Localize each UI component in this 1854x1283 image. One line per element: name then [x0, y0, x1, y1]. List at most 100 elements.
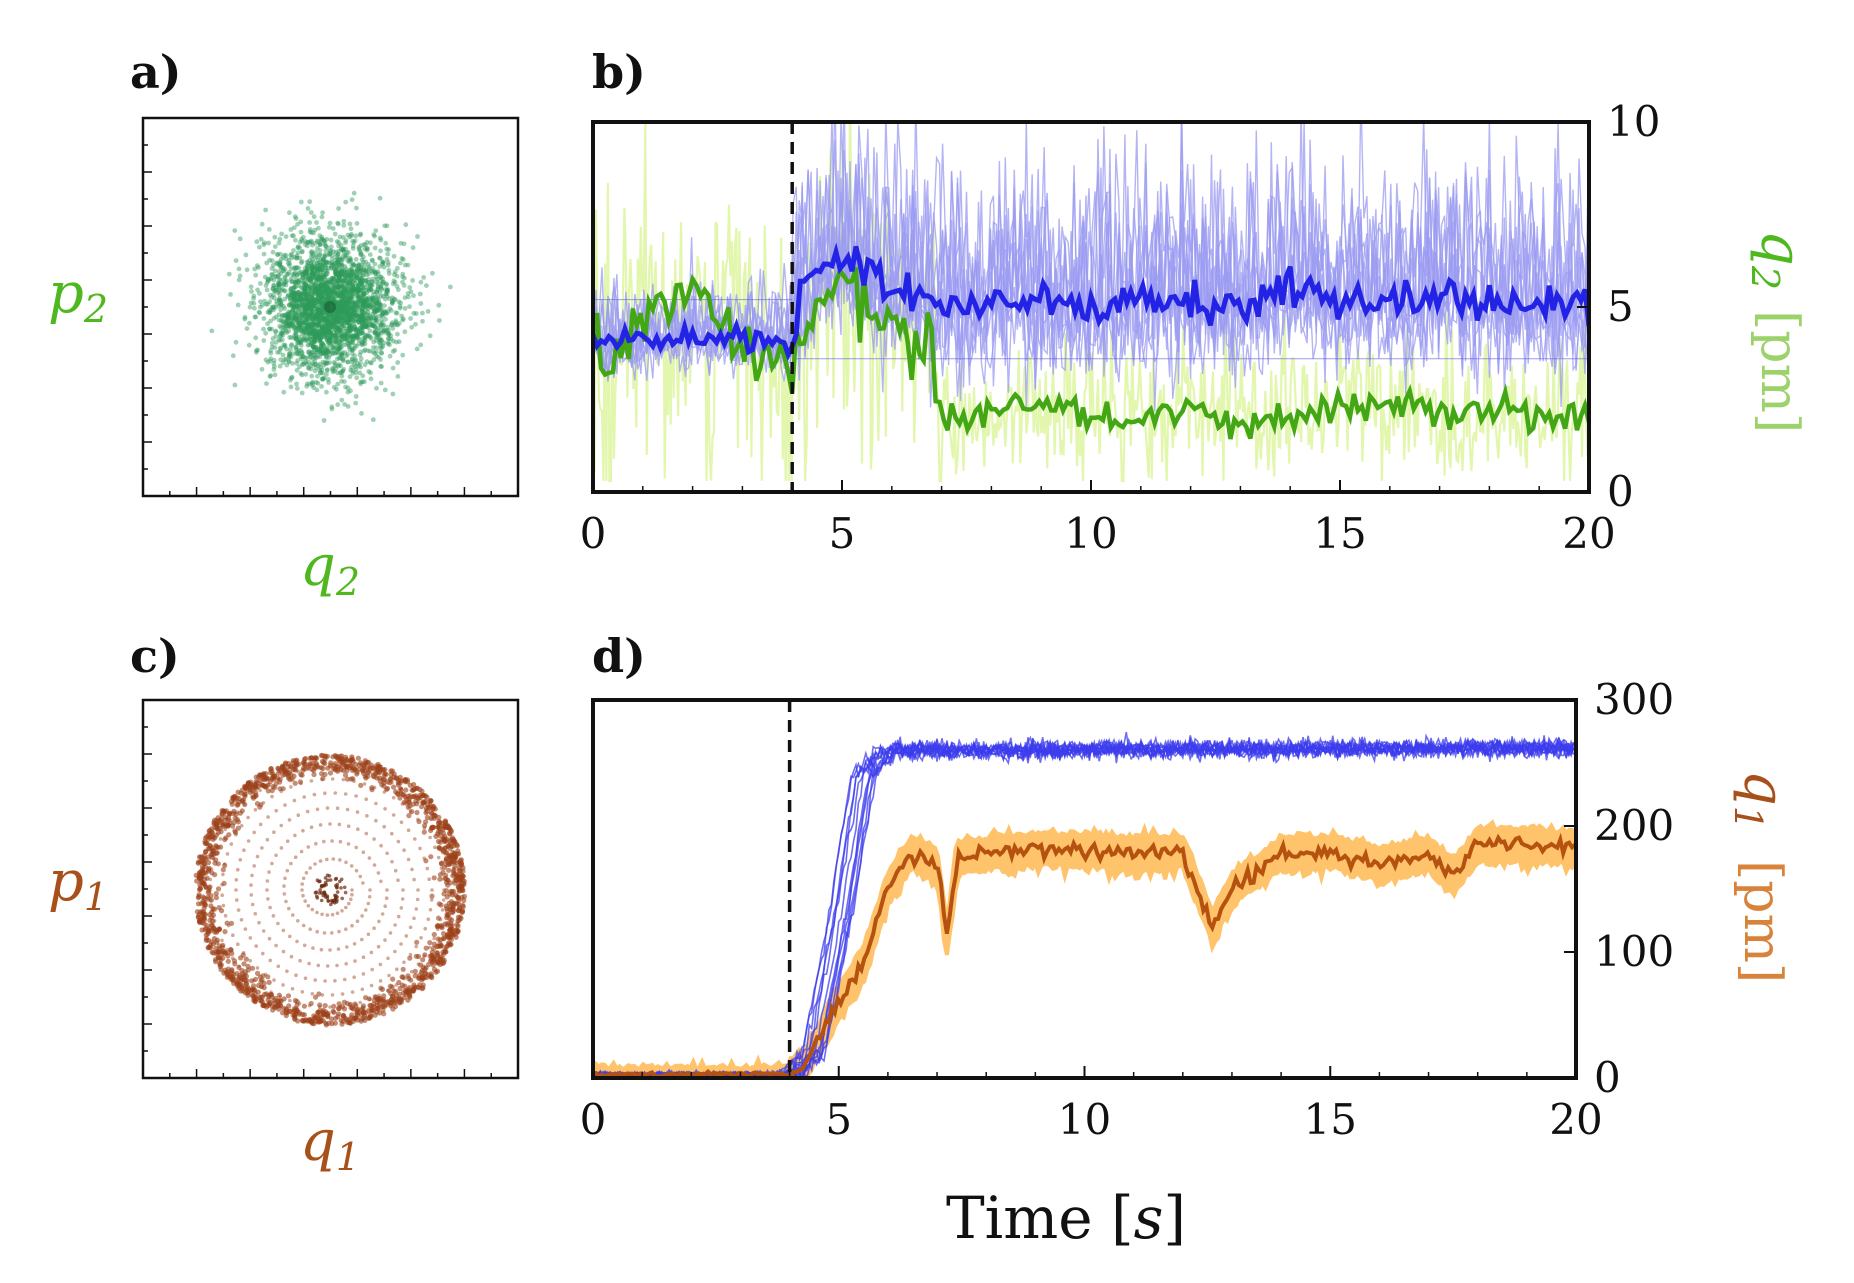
scatter-point: [396, 339, 402, 345]
scatter-point: [221, 872, 225, 877]
scatter-point: [300, 990, 305, 994]
orange-band: [593, 819, 1576, 1078]
scatter-point: [285, 260, 291, 266]
scatter-point: [379, 345, 385, 350]
scatter-point: [301, 360, 307, 366]
scatter-point: [303, 355, 308, 360]
scatter-point: [266, 897, 270, 901]
scatter-point: [317, 248, 323, 253]
scatter-point: [270, 249, 276, 255]
scatter-point: [399, 982, 405, 988]
scatter-point: [270, 783, 276, 790]
scatter-point: [347, 374, 353, 380]
scatter-point: [375, 294, 381, 299]
scatter-point: [284, 256, 289, 262]
scatter-point: [324, 372, 329, 377]
scatter-point: [414, 809, 420, 816]
scatter-point: [372, 317, 377, 323]
scatter-point: [250, 795, 254, 799]
scatter-point: [330, 367, 335, 372]
y-tick-label: 100: [1594, 927, 1674, 976]
scatter-point: [268, 356, 274, 362]
scatter-point: [349, 754, 355, 760]
scatter-point: [272, 372, 278, 378]
scatter-point: [269, 272, 274, 277]
scatter-point: [302, 795, 307, 799]
scatter-point: [381, 260, 386, 266]
scatter-point: [281, 983, 285, 987]
scatter-point: [394, 310, 400, 316]
scatter-point: [339, 351, 344, 356]
scatter-point: [330, 226, 336, 231]
scatter-point: [373, 315, 379, 321]
scatter-point: [308, 755, 314, 761]
scatter-point: [350, 892, 354, 897]
scatter-point: [307, 381, 313, 387]
scatter-point: [447, 926, 454, 933]
scatter-point: [385, 287, 390, 293]
scatter-point: [319, 236, 325, 242]
scatter-point: [216, 949, 222, 955]
scatter-point: [287, 352, 292, 357]
scatter-point: [265, 277, 271, 283]
scatter-point: [286, 773, 291, 777]
scatter-point: [386, 988, 390, 993]
scatter-point: [390, 780, 394, 785]
scatter-point: [309, 310, 315, 316]
scatter-point: [349, 346, 355, 352]
scatter-point: [383, 807, 387, 811]
scatter-point: [246, 839, 251, 843]
scatter-point: [298, 296, 303, 301]
scatter-point: [321, 375, 327, 381]
scatter-point: [321, 343, 327, 349]
scatter-point: [380, 259, 385, 265]
y-tick-label: 0: [1607, 467, 1634, 516]
scatter-point: [379, 364, 384, 369]
scatter-point: [417, 291, 423, 297]
scatter-point: [214, 821, 220, 827]
scatter-point: [233, 258, 239, 263]
scatter-point: [276, 280, 281, 286]
scatter-point: [440, 908, 445, 912]
scatter-point: [396, 839, 401, 844]
scatter-point: [372, 785, 377, 790]
scatter-point: [342, 325, 348, 331]
scatter-point: [328, 822, 332, 826]
scatter-point: [267, 310, 272, 315]
scatter-point: [262, 240, 267, 246]
scatter-point: [267, 870, 271, 874]
scatter-point: [320, 359, 326, 365]
panel-b-ylabel-unit: [pm]: [1749, 310, 1809, 433]
scatter-point: [426, 961, 432, 968]
panel-d-xlabel: Time [s]: [946, 1184, 1186, 1252]
scatter-point: [323, 354, 329, 359]
scatter-point: [320, 777, 324, 782]
scatter-point: [428, 907, 433, 912]
scatter-point: [353, 233, 359, 239]
scatter-point: [261, 338, 267, 343]
scatter-point: [441, 898, 446, 902]
scatter-point: [288, 266, 294, 272]
scatter-point: [378, 363, 384, 369]
scatter-point: [408, 316, 413, 321]
scatter-point: [344, 927, 348, 931]
scatter-point: [321, 376, 326, 382]
scatter-point: [326, 380, 331, 385]
scatter-point: [254, 944, 258, 948]
scatter-point: [413, 837, 417, 841]
scatter-point: [307, 199, 313, 205]
scatter-point: [303, 976, 308, 980]
scatter-point: [348, 1003, 353, 1007]
x-tick-label: 10: [1064, 509, 1117, 558]
scatter-point: [350, 351, 355, 357]
scatter-point: [253, 335, 259, 341]
scatter-point: [307, 239, 313, 245]
scatter-point: [433, 845, 437, 850]
scatter-point: [292, 335, 297, 341]
scatter-point: [297, 245, 302, 251]
scatter-point: [324, 367, 330, 372]
scatter-point: [280, 286, 285, 292]
scatter-point: [218, 837, 223, 841]
scatter-point: [236, 908, 241, 912]
scatter-point: [294, 386, 300, 391]
